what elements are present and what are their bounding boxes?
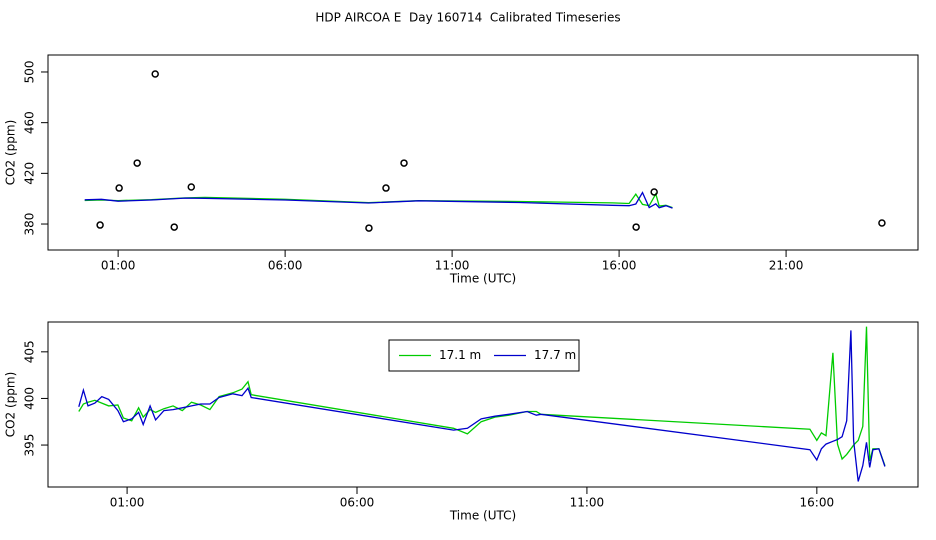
y-axis-label: CO2 (ppm) bbox=[4, 372, 18, 438]
series-line bbox=[78, 330, 886, 482]
data-point bbox=[96, 221, 104, 229]
plot-frame bbox=[47, 54, 919, 251]
x-tick-label: 06:00 bbox=[340, 496, 375, 510]
x-axis-label: Time (UTC) bbox=[449, 272, 516, 286]
data-point bbox=[650, 188, 658, 196]
x-tick-label: 11:00 bbox=[570, 496, 605, 510]
legend-label: 17.1 m bbox=[439, 348, 481, 362]
x-tick-label: 11:00 bbox=[435, 259, 470, 273]
figure-title: HDP AIRCOA E Day 160714 Calibrated Times… bbox=[315, 11, 620, 25]
legend-label: 17.7 m bbox=[534, 348, 576, 362]
data-point bbox=[187, 183, 196, 191]
series-line bbox=[84, 191, 673, 209]
data-point bbox=[382, 184, 390, 192]
y-tick-label: 500 bbox=[23, 61, 37, 84]
x-tick-label: 16:00 bbox=[800, 496, 835, 510]
x-tick-label: 01:00 bbox=[110, 496, 145, 510]
y-tick-label: 420 bbox=[23, 162, 37, 185]
data-point bbox=[632, 223, 640, 231]
x-tick-label: 06:00 bbox=[268, 259, 303, 273]
series-line bbox=[78, 326, 886, 466]
data-point bbox=[115, 184, 123, 192]
y-tick-label: 380 bbox=[23, 213, 37, 236]
x-tick-label: 21:00 bbox=[769, 259, 804, 273]
data-point bbox=[400, 159, 408, 167]
plot-frame bbox=[47, 321, 919, 488]
y-tick-label: 460 bbox=[23, 111, 37, 134]
series-line bbox=[84, 192, 673, 209]
panel: 01:00 06:00 11:00 16:00 395 400 405 Time (UTC) C… bbox=[4, 321, 919, 523]
data-point bbox=[878, 219, 886, 227]
y-tick-label: 395 bbox=[23, 434, 37, 457]
y-axis-label: CO2 (ppm) bbox=[4, 120, 18, 186]
panel: 01:00 06:00 11:00 16:00 21:00 380 420 460 500 Tim… bbox=[4, 54, 919, 286]
data-point bbox=[133, 159, 141, 167]
x-axis-label: Time (UTC) bbox=[449, 509, 516, 523]
data-point bbox=[170, 223, 178, 231]
y-tick-label: 400 bbox=[23, 387, 37, 410]
data-point bbox=[151, 70, 159, 78]
x-tick-label: 16:00 bbox=[602, 259, 637, 273]
data-point bbox=[365, 224, 373, 232]
x-tick-label: 01:00 bbox=[101, 259, 136, 273]
y-tick-label: 405 bbox=[23, 340, 37, 363]
